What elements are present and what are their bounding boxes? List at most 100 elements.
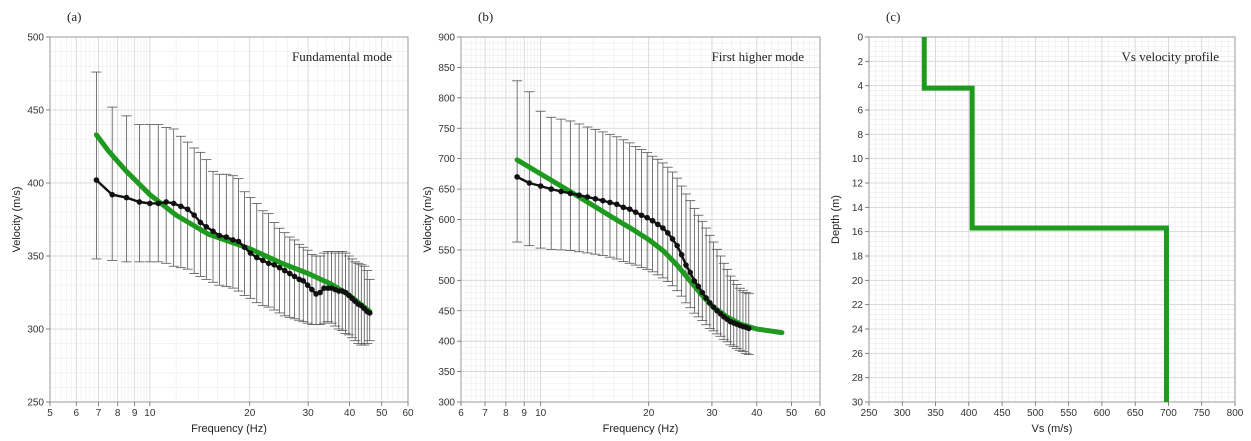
y-tick-label: 650 [438, 185, 455, 196]
observed-point [271, 261, 277, 268]
panel-label: (c) [886, 9, 900, 24]
observed-point [649, 217, 656, 224]
y-tick-label: 20 [852, 276, 864, 287]
observed-point [691, 278, 698, 284]
y-tick-label: 16 [852, 227, 864, 238]
y-tick-label: 450 [438, 306, 455, 317]
y-tick-label: 24 [852, 325, 864, 336]
observed-point [291, 273, 298, 280]
y-tick-label: 26 [852, 349, 864, 360]
observed-point [607, 199, 613, 206]
observed-point [683, 262, 689, 268]
panel-b: 6 7 8 9 10 20 30 40 50 60 300 350 400 450 500 550 600 650… [422, 9, 826, 435]
x-tick-label: 10 [144, 408, 156, 419]
x-tick-label: 500 [1027, 408, 1044, 419]
chart-title: First higher mode [712, 49, 805, 64]
observed-point [669, 236, 676, 242]
series-layer [921, 37, 1169, 402]
y-tick-label: 400 [438, 337, 455, 348]
y-tick-label: 450 [27, 106, 44, 117]
model-dispersion-curve [93, 132, 373, 314]
y-tick-label: 14 [852, 203, 864, 214]
observed-point [265, 260, 272, 267]
observed-point [223, 234, 230, 240]
panel-c: 250 300 350 400 450 500 550 600 650 700 750 8000246… [830, 9, 1244, 435]
x-tick-label: 9 [132, 408, 138, 419]
x-tick-label: 600 [1094, 408, 1111, 419]
observed-point [710, 304, 717, 310]
x-tick-label: 400 [960, 408, 977, 419]
x-tick-label: 8 [115, 408, 121, 419]
y-axis: 300 350 400 450 500 550 600 650 700 750 800 850 900 [438, 33, 461, 409]
x-tick-label: 50 [376, 408, 388, 419]
y-tick-label: 8 [857, 130, 863, 141]
observed-point [626, 206, 633, 212]
observed-point [286, 270, 293, 277]
panel-label: (b) [478, 9, 493, 24]
x-axis: 5 6 7 8 9 10 20 30 40 50 60 [47, 402, 414, 419]
y-tick-label: 500 [438, 276, 455, 287]
observed-point [191, 212, 197, 218]
observed-point [707, 300, 713, 306]
series-layer [512, 80, 785, 355]
y-tick-label: 550 [438, 245, 455, 256]
x-tick-label: 450 [994, 408, 1011, 419]
y-axis-label: Depth (m) [830, 195, 842, 244]
y-tick-label: 750 [438, 124, 455, 135]
x-axis: 6 7 8 9 10 20 30 40 50 60 [458, 402, 826, 419]
x-tick-label: 60 [814, 408, 826, 419]
x-tick-label: 50 [786, 408, 798, 419]
plot-frame [49, 36, 409, 403]
series-layer [91, 71, 375, 346]
observed-point [620, 204, 627, 211]
x-axis-label: Frequency (Hz) [603, 423, 679, 435]
y-tick-label: 0 [857, 33, 863, 44]
y-tick-label: 700 [438, 154, 455, 165]
observed-point [197, 219, 204, 226]
observed-point [281, 267, 288, 274]
observed-point [687, 269, 694, 276]
x-axis: 250 300 350 400 450 500 550 600 650 700 750 800 [861, 402, 1244, 419]
observed-point [178, 203, 184, 210]
y-tick-label: 850 [438, 63, 455, 74]
observed-point [703, 295, 709, 301]
x-tick-label: 750 [1193, 408, 1210, 419]
x-tick-label: 700 [1160, 408, 1177, 419]
observed-point [638, 212, 645, 219]
y-tick-label: 2 [857, 57, 863, 68]
observed-point [253, 254, 260, 261]
x-tick-label: 250 [861, 408, 878, 419]
x-tick-label: 800 [1227, 408, 1244, 419]
observed-point [276, 264, 283, 271]
y-tick-label: 400 [27, 179, 44, 190]
panel-a: 5 6 7 8 9 10 20 30 40 50 60 250 300 350 400 450 500 Frequ… [11, 9, 414, 435]
plot-area [869, 37, 1235, 402]
observed-point [660, 225, 666, 231]
observed-point [674, 242, 680, 249]
observed-point [163, 199, 169, 205]
y-tick-label: 10 [852, 154, 864, 165]
plot-frame [868, 36, 1236, 403]
observed-point [366, 310, 373, 316]
observed-point [745, 325, 752, 332]
vs-profile-line [921, 37, 1169, 402]
observed-point [210, 228, 216, 234]
y-tick-label: 300 [27, 325, 44, 336]
x-tick-label: 20 [643, 408, 655, 419]
observed-point [304, 282, 311, 289]
x-tick-label: 30 [303, 408, 315, 419]
y-tick-label: 6 [857, 106, 863, 117]
y-tick-label: 250 [27, 398, 44, 409]
y-tick-label: 500 [27, 33, 44, 44]
x-tick-label: 7 [96, 408, 102, 419]
y-tick-label: 800 [438, 93, 455, 104]
y-tick-label: 900 [438, 33, 455, 44]
observed-point [699, 289, 706, 296]
observed-point [147, 200, 153, 207]
observed-point [136, 199, 143, 205]
x-tick-label: 7 [482, 408, 488, 419]
y-tick-label: 12 [852, 179, 864, 190]
x-tick-label: 10 [535, 408, 547, 419]
observed-point [170, 200, 177, 207]
observed-point [235, 238, 242, 245]
